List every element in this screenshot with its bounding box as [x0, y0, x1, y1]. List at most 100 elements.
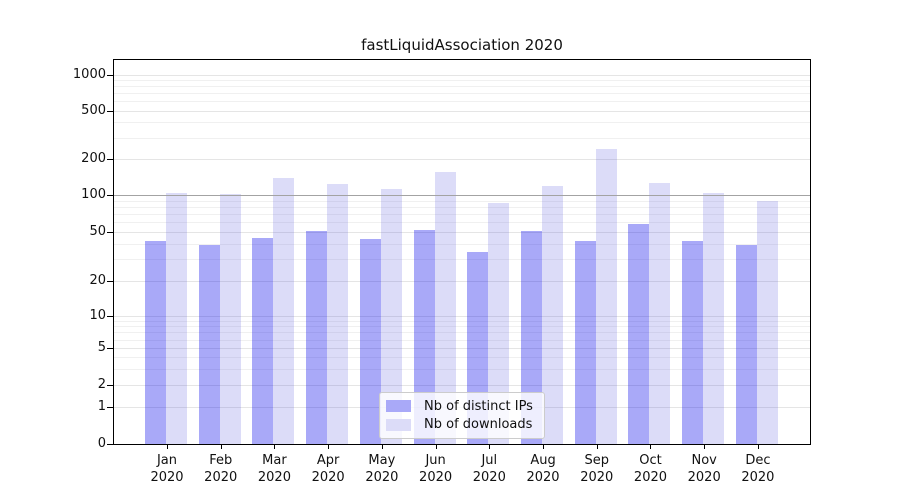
x-tick-label: Feb 2020	[204, 453, 238, 485]
y-tick-label: 200	[81, 151, 106, 166]
y-tick-label: 1	[97, 399, 106, 414]
chart-title: fastLiquidAssociation 2020	[361, 36, 563, 54]
y-tick-label: 1000	[72, 66, 106, 82]
bar-downloads-nov	[703, 192, 725, 445]
x-tick-label: Dec 2020	[741, 453, 775, 485]
x-tick-mark	[274, 445, 276, 449]
x-tick-label: Mar 2020	[257, 453, 291, 485]
x-tick-mark	[381, 445, 383, 449]
bar-ips-apr	[306, 230, 328, 445]
y-tick-mark	[107, 110, 113, 112]
minor-gridline	[113, 137, 811, 139]
x-tick-mark	[596, 445, 598, 449]
x-tick-mark	[328, 445, 330, 449]
legend-item-downloads: Nb of downloads	[386, 417, 536, 432]
legend-label-distinct-ips: Nb of distinct IPs	[424, 398, 533, 414]
y-tick-mark	[107, 159, 113, 160]
y-tick-label: 50	[89, 224, 106, 239]
y-tick-label: 20	[89, 272, 106, 288]
y-tick-label: 10	[89, 308, 106, 323]
bar-downloads-aug	[542, 185, 564, 445]
bar-ips-nov	[682, 241, 704, 445]
x-tick-label: Nov 2020	[687, 453, 721, 485]
y-tick-label: 0	[97, 436, 106, 451]
x-tick-mark	[220, 445, 222, 449]
bar-ips-may	[359, 238, 381, 445]
minor-gridline	[113, 206, 811, 208]
bar-downloads-jul	[488, 203, 510, 445]
bar-downloads-mar	[273, 178, 295, 445]
bar-downloads-jan	[166, 192, 187, 445]
bar-ips-aug	[521, 230, 543, 445]
major-gridline	[113, 232, 811, 233]
bar-ips-sep	[574, 241, 596, 445]
x-tick-mark	[650, 445, 652, 449]
legend-label-downloads: Nb of downloads	[424, 417, 533, 433]
minor-gridline	[113, 122, 811, 124]
minor-gridline	[113, 259, 811, 261]
y-tick-label: 500	[81, 102, 106, 118]
minor-gridline	[113, 368, 811, 370]
minor-gridline	[113, 79, 811, 81]
legend-swatch-downloads-icon	[386, 418, 411, 431]
y-tick-label: 100	[81, 187, 106, 202]
bar-downloads-may	[380, 188, 402, 445]
bar-downloads-jun	[434, 172, 456, 445]
legend-swatch-distinct-ips-icon	[386, 400, 411, 413]
major-gridline	[113, 280, 811, 282]
legend: Nb of distinct IPs Nb of downloads	[379, 392, 545, 439]
x-tick-label: Apr 2020	[311, 453, 345, 485]
y-tick-mark	[107, 348, 113, 349]
y-tick-mark	[107, 385, 113, 386]
major-gridline	[113, 159, 811, 160]
bar-ips-feb	[198, 245, 220, 445]
major-gridline	[113, 74, 811, 76]
plot-area	[113, 59, 811, 445]
minor-gridline	[113, 86, 811, 88]
y-tick-mark	[107, 232, 113, 233]
bar-downloads-apr	[327, 183, 349, 445]
minor-gridline	[113, 357, 811, 358]
x-tick-mark	[543, 445, 545, 449]
x-tick-mark	[167, 445, 168, 449]
bar-ips-jan	[145, 241, 166, 445]
x-tick-label: Jun 2020	[419, 453, 453, 485]
x-tick-label: May 2020	[365, 453, 399, 485]
bar-ips-jun	[413, 229, 435, 445]
bar-downloads-sep	[595, 148, 617, 445]
minor-gridline	[113, 339, 811, 341]
x-tick-label: Sep 2020	[580, 453, 614, 485]
bar-downloads-feb	[219, 193, 241, 445]
minor-gridline	[113, 101, 811, 103]
major-gridline	[113, 348, 811, 349]
legend-item-distinct-ips: Nb of distinct IPs	[386, 399, 536, 414]
x-tick-label: Jan 2020	[150, 453, 184, 485]
bar-ips-mar	[252, 237, 274, 445]
major-gridline	[113, 110, 811, 112]
minor-gridline	[113, 243, 811, 245]
hline-100	[113, 195, 811, 196]
x-tick-mark	[489, 445, 491, 449]
x-tick-label: Aug 2020	[526, 453, 560, 485]
y-tick-mark	[107, 195, 113, 196]
bar-ips-dec	[735, 245, 757, 445]
y-tick-mark	[107, 444, 113, 445]
x-tick-label: Oct 2020	[633, 453, 668, 485]
bar-downloads-oct	[649, 182, 671, 445]
minor-gridline	[113, 214, 811, 216]
x-tick-mark	[435, 445, 437, 449]
minor-gridline	[113, 200, 811, 202]
minor-gridline	[113, 332, 811, 334]
x-tick-mark	[704, 445, 706, 449]
minor-gridline	[113, 326, 811, 328]
x-tick-mark	[757, 445, 759, 449]
y-tick-mark	[107, 280, 113, 282]
y-tick-label: 2	[97, 377, 106, 392]
minor-gridline	[113, 93, 811, 95]
bar-downloads-dec	[756, 201, 778, 445]
y-tick-mark	[107, 74, 113, 76]
minor-gridline	[113, 222, 811, 224]
y-tick-mark	[107, 316, 113, 317]
x-tick-label: Jul 2020	[472, 453, 506, 485]
